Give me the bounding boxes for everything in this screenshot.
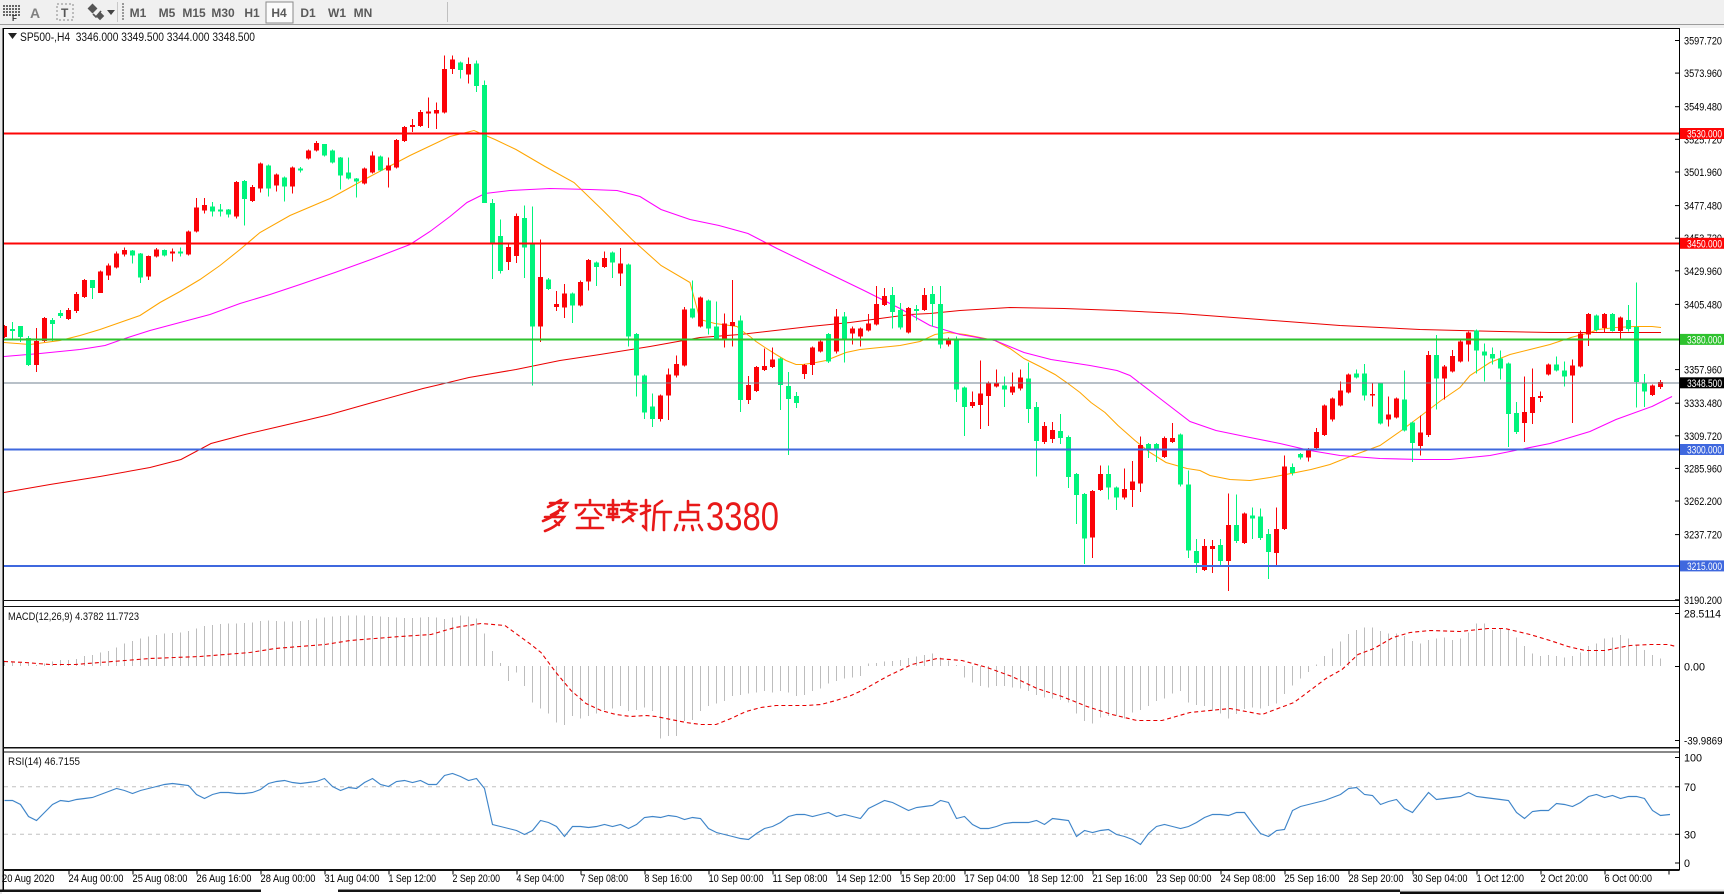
svg-text:14 Sep 12:00: 14 Sep 12:00 [837, 873, 892, 885]
svg-text:3530.000: 3530.000 [1687, 129, 1722, 141]
svg-text:31 Aug 04:00: 31 Aug 04:00 [325, 873, 380, 885]
svg-text:3405.480: 3405.480 [1684, 299, 1722, 311]
svg-text:M30: M30 [211, 6, 235, 20]
svg-text:MN: MN [354, 6, 373, 20]
svg-text:3380.000: 3380.000 [1687, 334, 1722, 346]
svg-text:3237.720: 3237.720 [1684, 530, 1722, 542]
svg-text:3573.960: 3573.960 [1684, 68, 1722, 80]
svg-text:25 Aug 08:00: 25 Aug 08:00 [133, 873, 188, 885]
svg-text:M1: M1 [130, 6, 147, 20]
svg-text:20 Aug 2020: 20 Aug 2020 [2, 873, 55, 885]
svg-text:3549.480: 3549.480 [1684, 102, 1722, 114]
svg-text:25 Sep 16:00: 25 Sep 16:00 [1285, 873, 1340, 885]
svg-text:30: 30 [1684, 829, 1696, 841]
svg-text:3309.720: 3309.720 [1684, 431, 1722, 443]
svg-text:F: F [12, 14, 17, 23]
svg-text:3429.960: 3429.960 [1684, 266, 1722, 278]
svg-text:RSI(14) 46.7155: RSI(14) 46.7155 [8, 756, 80, 768]
svg-text:3215.000: 3215.000 [1687, 561, 1722, 573]
svg-text:1 Oct 12:00: 1 Oct 12:00 [1477, 873, 1525, 885]
svg-text:3300.000: 3300.000 [1687, 445, 1722, 457]
svg-text:1 Sep 12:00: 1 Sep 12:00 [389, 873, 437, 885]
svg-text:6 Oct 00:00: 6 Oct 00:00 [1605, 873, 1653, 885]
svg-text:2 Sep 20:00: 2 Sep 20:00 [453, 873, 501, 885]
svg-text:H1: H1 [244, 6, 260, 20]
svg-text:-39.9869: -39.9869 [1684, 736, 1723, 748]
svg-text:3501.960: 3501.960 [1684, 167, 1722, 179]
svg-text:MACD(12,26,9) 4.3782 11.7723: MACD(12,26,9) 4.3782 11.7723 [8, 611, 139, 623]
svg-text:3477.480: 3477.480 [1684, 201, 1722, 213]
svg-text:15 Sep 20:00: 15 Sep 20:00 [901, 873, 956, 885]
svg-text:100: 100 [1684, 753, 1702, 765]
svg-text:3348.500: 3348.500 [1687, 378, 1722, 390]
svg-text:3380: 3380 [706, 495, 779, 539]
svg-text:4 Sep 04:00: 4 Sep 04:00 [517, 873, 565, 885]
svg-text:T: T [61, 6, 69, 20]
svg-text:17 Sep 04:00: 17 Sep 04:00 [965, 873, 1020, 885]
svg-text:A: A [30, 5, 40, 21]
svg-text:23 Sep 00:00: 23 Sep 00:00 [1157, 873, 1212, 885]
svg-text:SP500-,H4 3346.000 3349.500 3: SP500-,H4 3346.000 3349.500 3344.000 334… [20, 32, 255, 44]
svg-text:7 Sep 08:00: 7 Sep 08:00 [581, 873, 629, 885]
svg-text:28.5114: 28.5114 [1684, 609, 1721, 621]
svg-text:28 Aug 00:00: 28 Aug 00:00 [261, 873, 316, 885]
svg-text:3597.720: 3597.720 [1684, 36, 1722, 48]
svg-text:30 Sep 04:00: 30 Sep 04:00 [1413, 873, 1468, 885]
svg-text:3190.200: 3190.200 [1684, 595, 1722, 607]
svg-text:26 Aug 16:00: 26 Aug 16:00 [197, 873, 252, 885]
svg-text:M5: M5 [159, 6, 176, 20]
svg-text:10 Sep 00:00: 10 Sep 00:00 [709, 873, 764, 885]
svg-text:M15: M15 [182, 6, 206, 20]
svg-text:8 Sep 16:00: 8 Sep 16:00 [645, 873, 693, 885]
svg-text:18 Sep 12:00: 18 Sep 12:00 [1029, 873, 1084, 885]
svg-text:70: 70 [1684, 782, 1696, 794]
svg-text:H4: H4 [271, 6, 287, 20]
svg-text:24 Sep 08:00: 24 Sep 08:00 [1221, 873, 1276, 885]
svg-text:W1: W1 [328, 6, 346, 20]
svg-text:2 Oct 20:00: 2 Oct 20:00 [1541, 873, 1589, 885]
svg-text:3262.200: 3262.200 [1684, 496, 1722, 508]
svg-text:28 Sep 20:00: 28 Sep 20:00 [1349, 873, 1404, 885]
svg-text:0.00: 0.00 [1684, 662, 1705, 674]
svg-text:21 Sep 16:00: 21 Sep 16:00 [1093, 873, 1148, 885]
svg-text:11 Sep 08:00: 11 Sep 08:00 [773, 873, 828, 885]
svg-text:24 Aug 00:00: 24 Aug 00:00 [69, 873, 124, 885]
svg-text:3450.000: 3450.000 [1687, 238, 1722, 250]
svg-text:3285.960: 3285.960 [1684, 463, 1722, 475]
svg-text:3333.480: 3333.480 [1684, 398, 1722, 410]
svg-text:D1: D1 [300, 6, 316, 20]
svg-text:0: 0 [1684, 858, 1690, 870]
svg-text:3357.960: 3357.960 [1684, 365, 1722, 377]
